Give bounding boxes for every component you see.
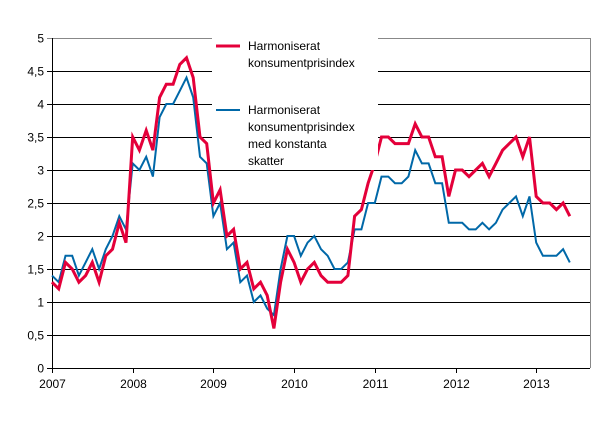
x-tick-label: 2012 [443,377,470,391]
legend-label-2: med konstanta [248,137,327,151]
legend-label-1: konsumentprisindex [248,56,355,70]
y-tick-label: 1,5 [27,263,44,277]
x-tick-label: 2009 [200,377,227,391]
x-tick-label: 2010 [281,377,308,391]
y-tick-label: 2,5 [27,197,44,211]
x-tick-label: 2013 [523,377,550,391]
y-tick-label: 1 [37,296,44,310]
legend-label-2: konsumentprisindex [248,120,355,134]
legend: Harmoniserat konsumentprisindex Harmoniser… [212,34,378,170]
legend-label-2: skatter [248,154,284,168]
x-tick-label: 2011 [363,377,389,391]
y-tick-label: 0,5 [27,329,44,343]
x-tick-label: 2008 [120,377,147,391]
y-tick-label: 2 [37,230,44,244]
legend-label-2: Harmoniserat [248,103,321,117]
x-tick-label: 2007 [39,377,66,391]
x-axis-ticks: 2007 2008 2009 2010 2011 2012 2013 [39,368,550,391]
y-tick-label: 5 [37,32,44,46]
y-tick-label: 3 [37,164,44,178]
y-tick-label: 4 [37,98,44,112]
y-tick-label: 3,5 [27,131,44,145]
y-axis-ticks: 0 0,5 1 1,5 2 2,5 3 3,5 4 4,5 5 [27,32,44,376]
y-tick-label: 0 [37,362,44,376]
legend-label-1: Harmoniserat [248,39,321,53]
y-tick-label: 4,5 [27,65,44,79]
